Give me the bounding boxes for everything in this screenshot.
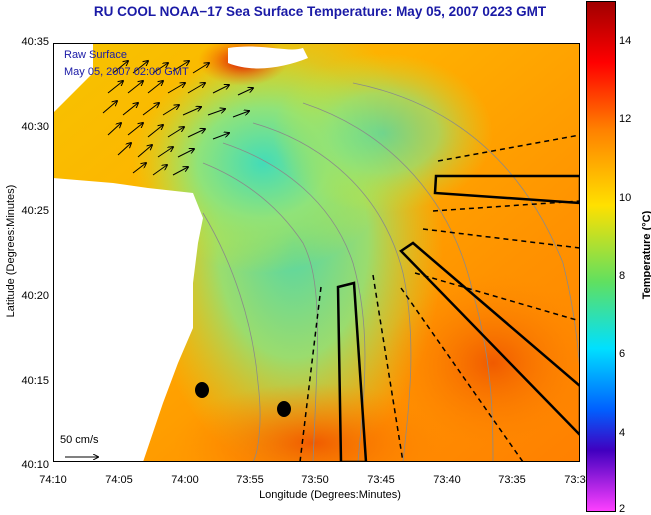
colorbar-tick: 8 (619, 270, 626, 282)
x-tick-label: 74:05 (105, 474, 133, 486)
y-tick-label: 40:20 (21, 290, 49, 302)
y-tick-label: 40:15 (21, 375, 49, 387)
legend-raw-surface: Raw Surface (64, 49, 127, 61)
x-axis-label: Longitude (Degrees:Minutes) (259, 489, 401, 501)
x-tick-label: 74:00 (171, 474, 199, 486)
land-new-jersey (53, 178, 203, 462)
bathymetry-contours (202, 82, 580, 462)
legend-timestamp: May 05, 2007 02:00 GMT (64, 66, 189, 78)
vector-scale-label: 50 cm/s (60, 434, 99, 446)
x-tick-label: 73:50 (301, 474, 329, 486)
map-frame (53, 43, 580, 462)
colorbar-tick: 4 (619, 427, 626, 439)
y-tick-label: 40:35 (21, 36, 49, 48)
sst-map[interactable] (53, 43, 580, 462)
y-tick-label: 40:30 (21, 121, 49, 133)
station-dot-1[interactable] (195, 382, 209, 398)
survey-box-south (336, 281, 368, 462)
land-long-island (228, 46, 308, 69)
warm-water-patch (383, 273, 580, 453)
colorbar-tick: 6 (619, 348, 626, 360)
x-tick-label: 73:55 (236, 474, 264, 486)
y-tick-label: 40:10 (21, 459, 49, 471)
colorbar-tick: 10 (619, 192, 632, 204)
y-tick-label: 40:25 (21, 205, 49, 217)
colorbar-tick: 14 (619, 35, 632, 47)
x-tick-label: 73:40 (433, 474, 461, 486)
colorbar-tick: 12 (619, 113, 632, 125)
x-tick-label: 73:45 (367, 474, 395, 486)
station-dot-2[interactable] (277, 401, 291, 417)
map-title: RU COOL NOAA−17 Sea Surface Temperature:… (93, 4, 547, 19)
survey-boxes (336, 174, 580, 462)
land-north (53, 43, 93, 113)
colorbar-label: Temperature (°C) (641, 210, 651, 300)
current-vectors (102, 61, 253, 176)
colorbar-tick: 2 (619, 503, 626, 515)
x-tick-label: 74:10 (39, 474, 67, 486)
survey-box-southeast (399, 241, 580, 437)
x-tick-label: 73:35 (498, 474, 526, 486)
x-tick-label: 73:3 (564, 474, 586, 486)
dashed-transects (299, 134, 580, 462)
temperature-colorbar (586, 1, 616, 512)
survey-box-east (433, 174, 580, 205)
y-axis-label: Latitude (Degrees:Minutes) (5, 184, 17, 318)
